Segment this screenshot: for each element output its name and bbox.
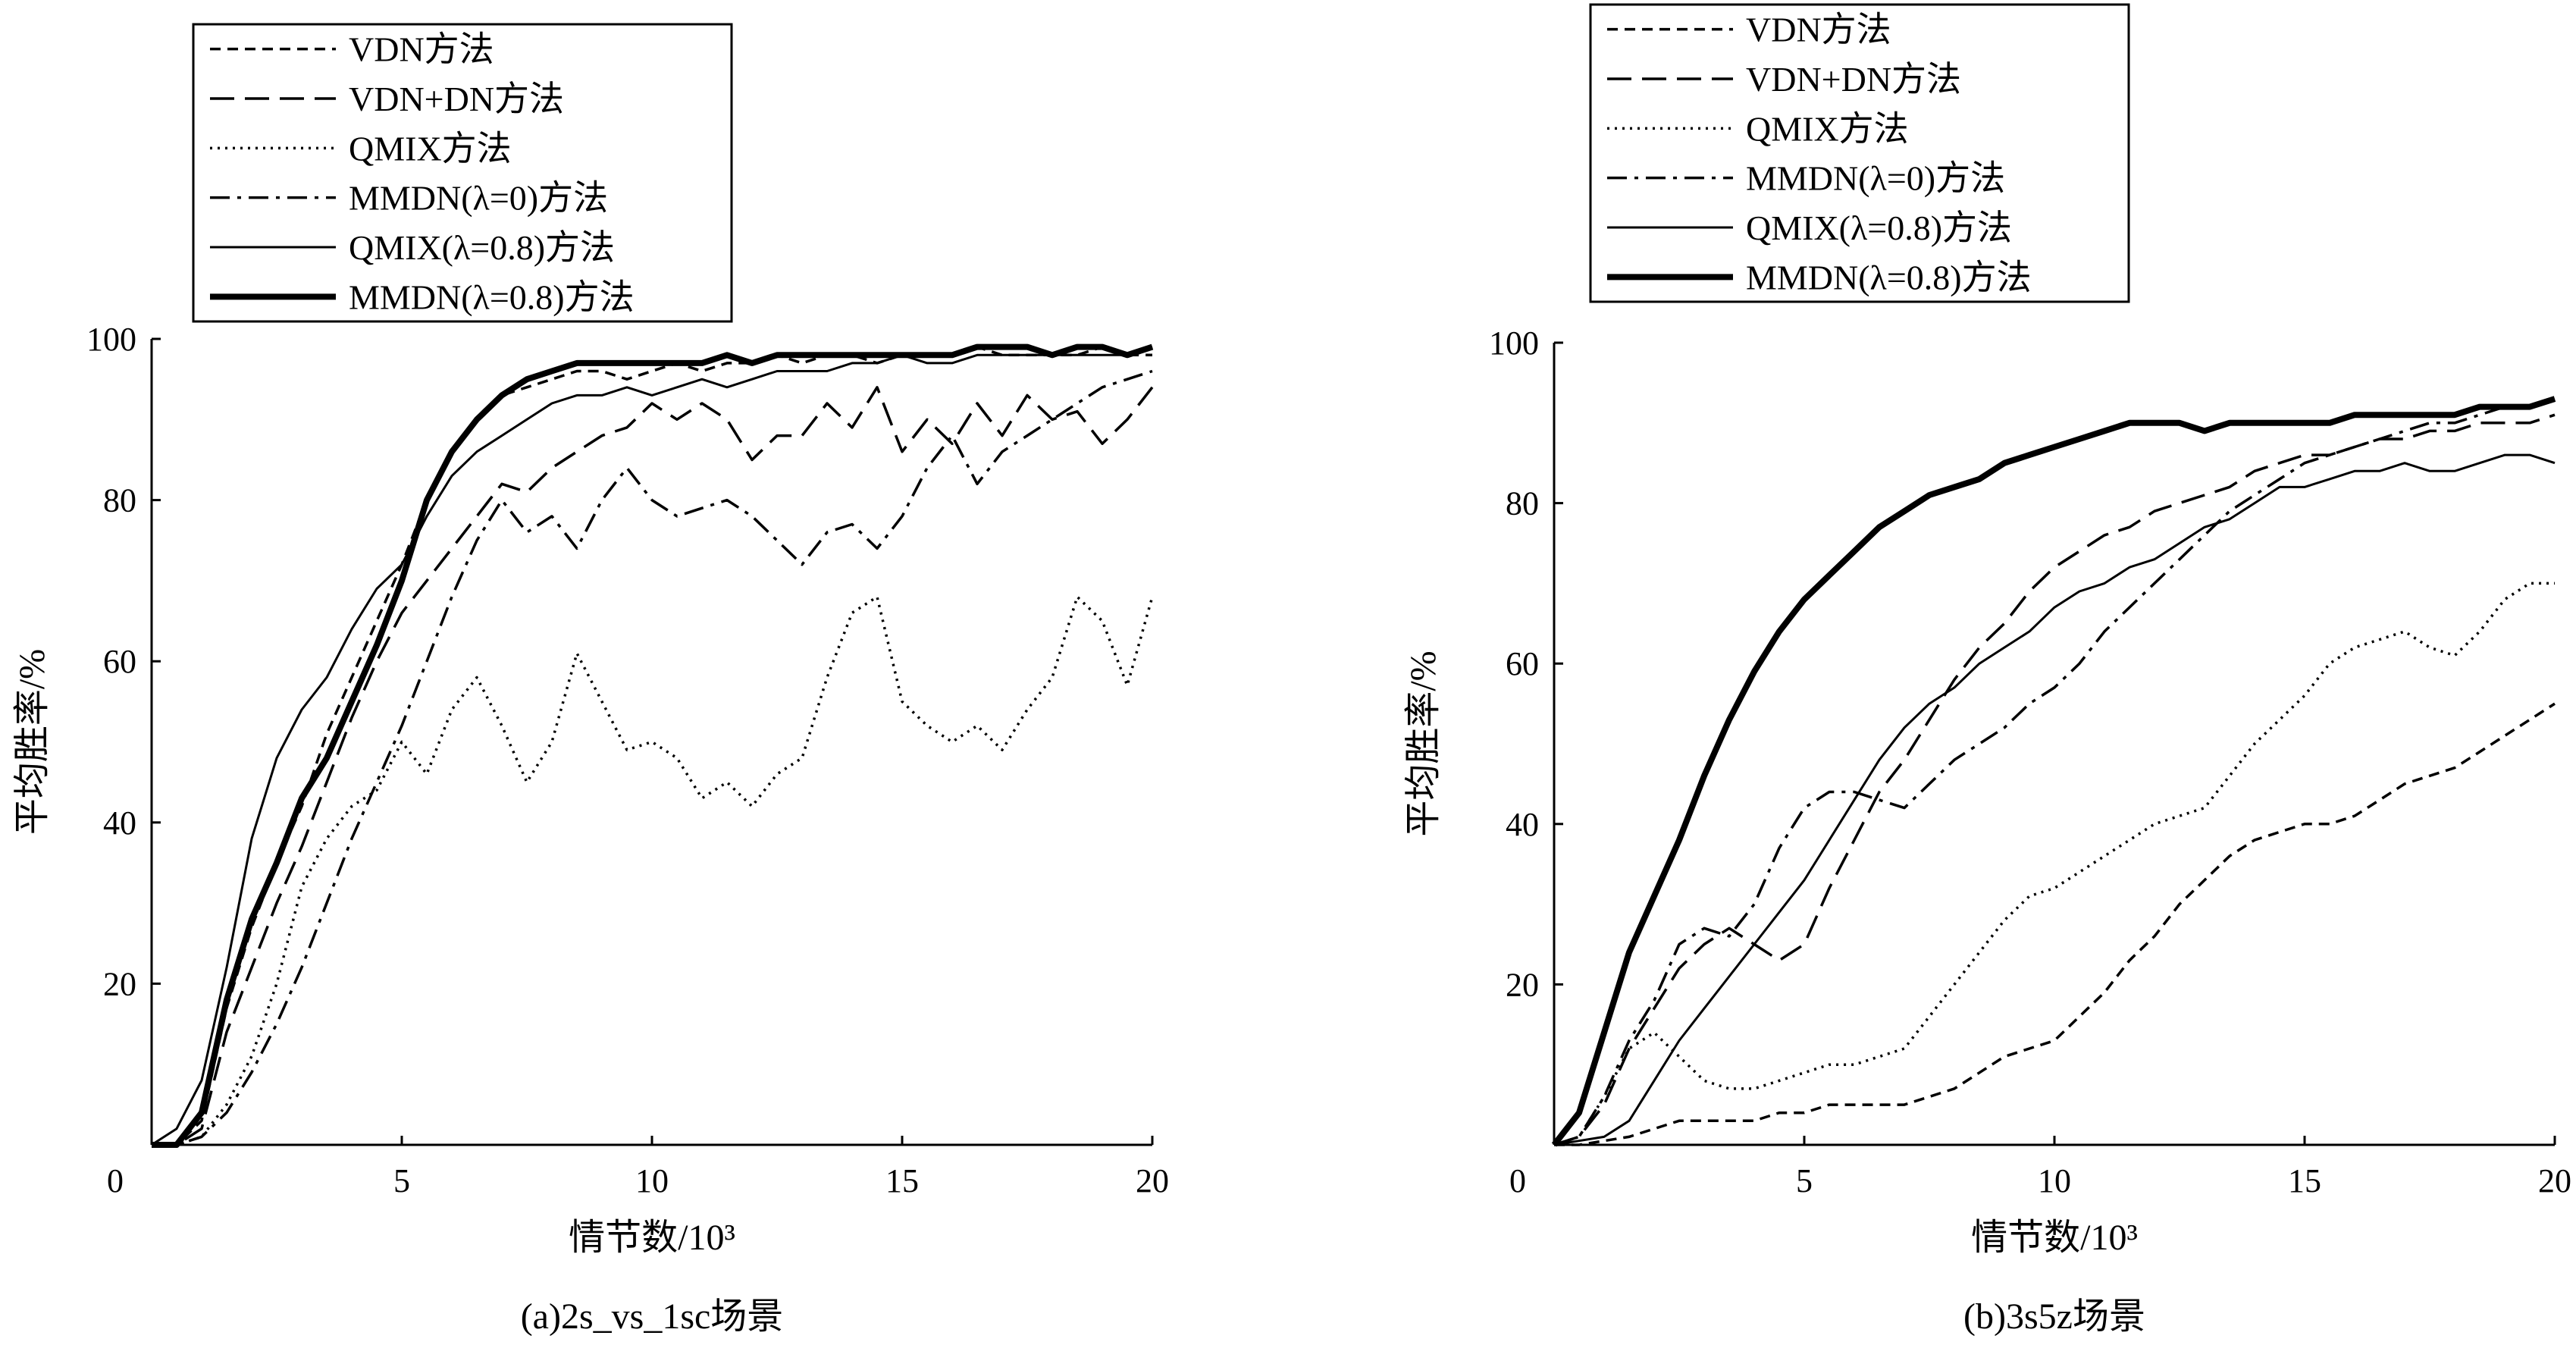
chart-panel-1: 0 5 10 15 20 20 40 60 80 100 平均胜率/% 情节数/10³ (b)3s5z场… (1403, 3, 2571, 1337)
x-tick-label: 0 (1509, 1162, 1526, 1199)
x-tick-label: 15 (885, 1162, 919, 1199)
series-line-5 (152, 343, 1154, 1148)
legend-label: VDN方法 (1746, 11, 1891, 49)
y-tick-label: 20 (103, 965, 136, 1002)
x-tick-label: 20 (1136, 1162, 1169, 1199)
series-line-3 (1553, 397, 2556, 1146)
series-line-5 (1551, 396, 2556, 1147)
legend-label: MMDN(λ=0.8)方法 (349, 277, 635, 316)
y-tick-label: 100 (1489, 324, 1539, 362)
legend-label: QMIX(λ=0.8)方法 (349, 228, 615, 267)
y-axis-label: 平均胜率/% (1403, 651, 1443, 836)
legend-label: VDN方法 (349, 30, 494, 69)
x-tick-label: 15 (2288, 1162, 2321, 1199)
x-tick-label: 5 (1796, 1162, 1813, 1199)
series-line-1 (1553, 413, 2556, 1146)
x-axis-label: 情节数/10³ (1971, 1218, 2138, 1258)
chart-caption: (b)3s5z场景 (1963, 1296, 2145, 1337)
legend-label: QMIX(λ=0.8)方法 (1746, 208, 2012, 247)
x-axis-label: 情节数/10³ (569, 1218, 735, 1258)
series-line-0 (1554, 702, 2556, 1146)
legend-box (192, 23, 733, 323)
series-line-2 (152, 595, 1154, 1146)
legend-label: QMIX方法 (1746, 109, 1909, 148)
y-tick-label: 20 (1506, 966, 1539, 1003)
y-tick-label: 80 (1506, 485, 1539, 522)
legend-label: VDN+DN方法 (349, 80, 564, 118)
y-tick-label: 80 (103, 482, 136, 519)
chart-caption: (a)2s_vs_1sc场景 (521, 1296, 784, 1337)
series-line-4 (151, 346, 1153, 1146)
series-line-4 (1553, 453, 2556, 1146)
series-line-3 (152, 369, 1153, 1146)
y-axis-label: 平均胜率/% (12, 649, 52, 835)
y-tick-label: 60 (1506, 645, 1539, 682)
legend-box (1589, 3, 2130, 303)
x-tick-label: 10 (635, 1162, 669, 1199)
series-line-1 (152, 386, 1154, 1146)
y-tick-label: 60 (103, 643, 136, 680)
x-tick-label: 10 (2038, 1162, 2071, 1199)
x-tick-label: 20 (2538, 1162, 2571, 1199)
x-tick-label: 5 (393, 1162, 410, 1199)
legend-label: MMDN(λ=0)方法 (1746, 159, 2005, 198)
legend-label: MMDN(λ=0.8)方法 (1746, 258, 2032, 296)
legend-label: MMDN(λ=0)方法 (349, 179, 608, 218)
y-tick-label: 40 (1506, 806, 1539, 843)
x-tick-label: 0 (107, 1162, 124, 1199)
legend-label: VDN+DN方法 (1746, 60, 1961, 99)
chart-panel-0: 0 5 10 15 20 20 40 60 80 100 平均胜率/% 情节数/10³ (a)2s_vs… (12, 23, 1169, 1337)
legend-label: QMIX方法 (349, 129, 512, 168)
y-tick-label: 100 (86, 321, 136, 358)
series-line-2 (1553, 582, 2555, 1146)
series-line-0 (152, 345, 1152, 1146)
y-tick-label: 40 (103, 804, 136, 842)
